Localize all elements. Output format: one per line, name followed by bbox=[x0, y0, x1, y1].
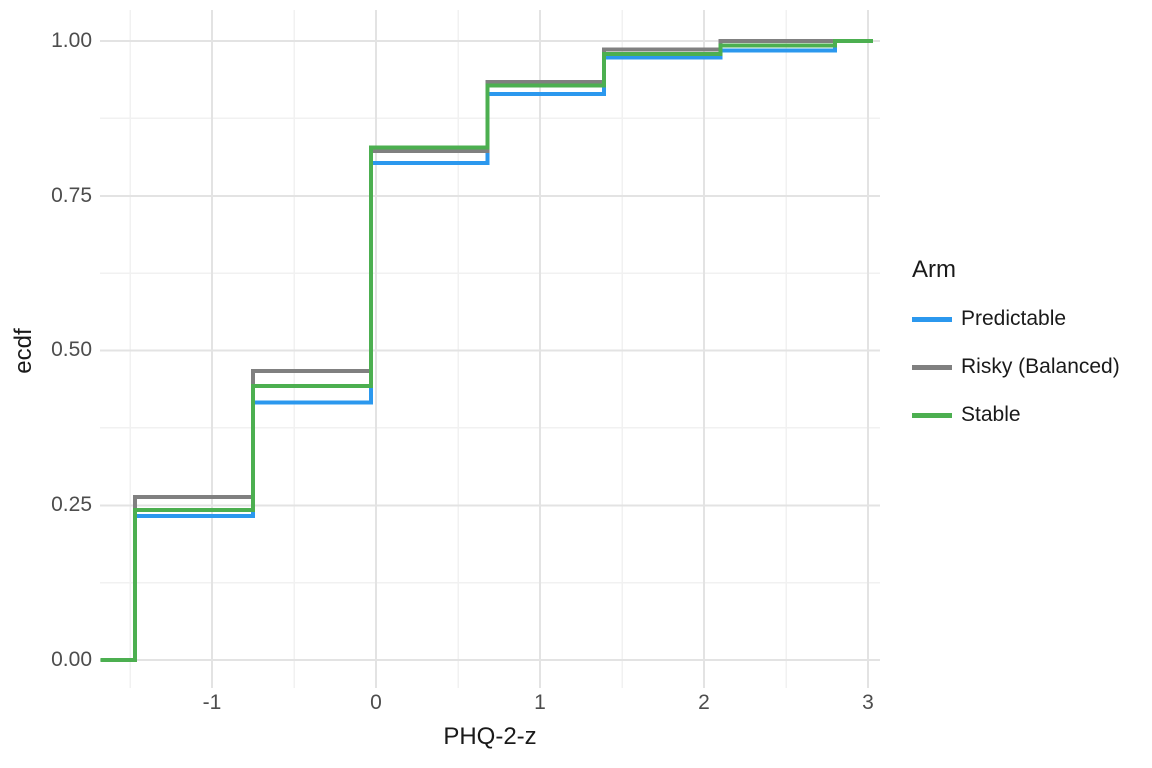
x-tick-label--1: -1 bbox=[202, 691, 222, 714]
x-tick-label-2: 2 bbox=[698, 691, 710, 714]
legend-key-line-risky-balanced bbox=[912, 364, 952, 370]
legend-key-line-stable bbox=[912, 412, 952, 418]
y-tick-label-0.00: 0.00 bbox=[51, 648, 92, 671]
ecdf-line-stable bbox=[100, 39, 873, 662]
gridlines-minor bbox=[100, 10, 880, 688]
y-tick-label-0.50: 0.50 bbox=[51, 338, 92, 361]
y-tick-label-0.75: 0.75 bbox=[51, 184, 92, 207]
legend-item-predictable: Predictable bbox=[912, 307, 1142, 331]
y-axis-tick-labels: 1.00 0.75 0.50 0.25 0.00 bbox=[30, 0, 92, 768]
legend-key-line-predictable bbox=[912, 316, 952, 322]
legend-title: Arm bbox=[912, 256, 956, 283]
legend-item-label: Predictable bbox=[961, 307, 1067, 330]
legend-item-label: Risky (Balanced) bbox=[961, 355, 1120, 378]
legend-item-risky-balanced: Risky (Balanced) bbox=[912, 355, 1142, 379]
ecdf-step-lines bbox=[100, 39, 873, 662]
x-axis-title: PHQ-2-z bbox=[443, 723, 537, 750]
x-tick-label-1: 1 bbox=[534, 691, 546, 714]
legend: Arm Predictable Risky (Balanced) Stable bbox=[912, 256, 1142, 451]
y-tick-label-1.00: 1.00 bbox=[51, 29, 92, 52]
x-tick-label-0: 0 bbox=[370, 691, 382, 714]
x-axis-tick-labels: -1 0 1 2 3 bbox=[0, 691, 1152, 715]
gridlines-major bbox=[100, 10, 880, 688]
legend-item-stable: Stable bbox=[912, 403, 1142, 427]
legend-item-label: Stable bbox=[961, 403, 1021, 426]
y-tick-label-0.25: 0.25 bbox=[51, 493, 92, 516]
x-tick-label-3: 3 bbox=[862, 691, 874, 714]
